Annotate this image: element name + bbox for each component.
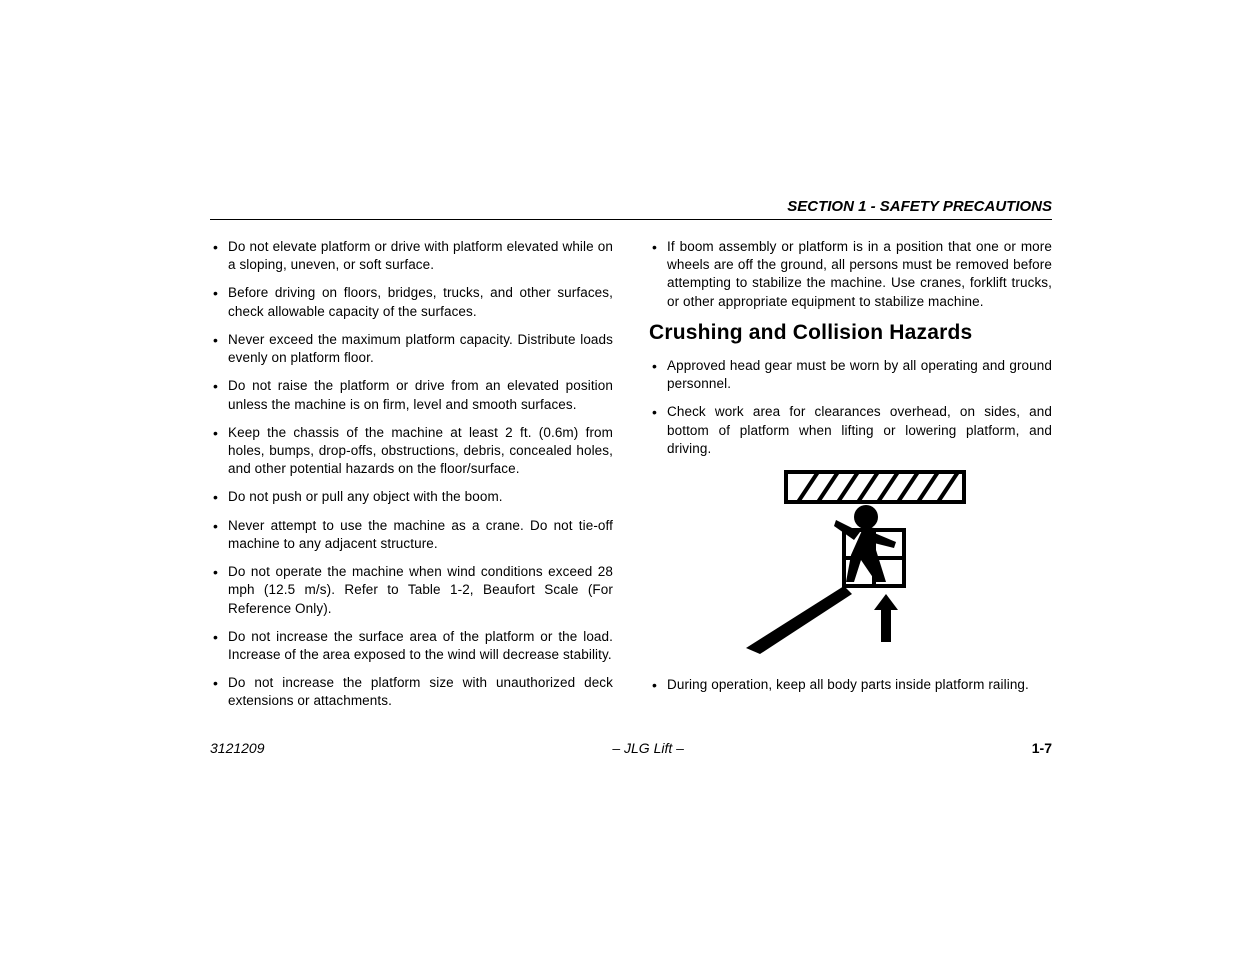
list-item: Approved head gear must be worn by all o… <box>649 357 1052 393</box>
list-item: Do not elevate platform or drive with pl… <box>210 238 613 274</box>
list-item: Never exceed the maximum platform capaci… <box>210 331 613 367</box>
bottom-bullet-list: During operation, keep all body parts in… <box>649 676 1052 694</box>
right-column: If boom assembly or platform is in a pos… <box>649 238 1052 721</box>
list-item: If boom assembly or platform is in a pos… <box>649 238 1052 311</box>
crushing-hazard-list: Approved head gear must be worn by all o… <box>649 357 1052 458</box>
list-item: Do not increase the surface area of the … <box>210 628 613 664</box>
section-header: SECTION 1 - SAFETY PRECAUTIONS <box>210 198 1052 220</box>
crushing-hazard-icon <box>736 470 966 655</box>
list-item: Do not raise the platform or drive from … <box>210 377 613 413</box>
list-item: Check work area for clearances overhead,… <box>649 403 1052 458</box>
list-item: During operation, keep all body parts in… <box>649 676 1052 694</box>
list-item: Do not increase the platform size with u… <box>210 674 613 710</box>
list-item: Keep the chassis of the machine at least… <box>210 424 613 479</box>
doc-number: 3121209 <box>210 740 265 756</box>
list-item: Do not operate the machine when wind con… <box>210 563 613 618</box>
top-bullet-list: If boom assembly or platform is in a pos… <box>649 238 1052 311</box>
footer-center: – JLG Lift – <box>612 740 684 756</box>
list-item: Do not push or pull any object with the … <box>210 488 613 506</box>
left-column: Do not elevate platform or drive with pl… <box>210 238 613 721</box>
crushing-hazards-heading: Crushing and Collision Hazards <box>649 321 1052 345</box>
page-number: 1-7 <box>1032 740 1052 756</box>
content-columns: Do not elevate platform or drive with pl… <box>210 238 1052 721</box>
page-footer: 3121209 – JLG Lift – 1-7 <box>210 740 1052 756</box>
list-item: Never attempt to use the machine as a cr… <box>210 517 613 553</box>
crushing-hazard-figure <box>649 470 1052 660</box>
list-item: Before driving on floors, bridges, truck… <box>210 284 613 320</box>
tipping-hazard-list: Do not elevate platform or drive with pl… <box>210 238 613 711</box>
